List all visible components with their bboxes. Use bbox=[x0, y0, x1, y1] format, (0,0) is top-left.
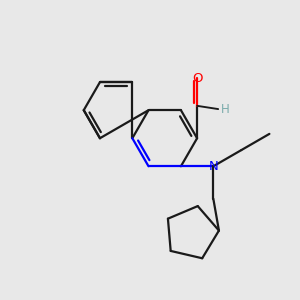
Text: N: N bbox=[208, 160, 218, 173]
Text: O: O bbox=[192, 72, 202, 85]
Text: H: H bbox=[220, 103, 229, 116]
